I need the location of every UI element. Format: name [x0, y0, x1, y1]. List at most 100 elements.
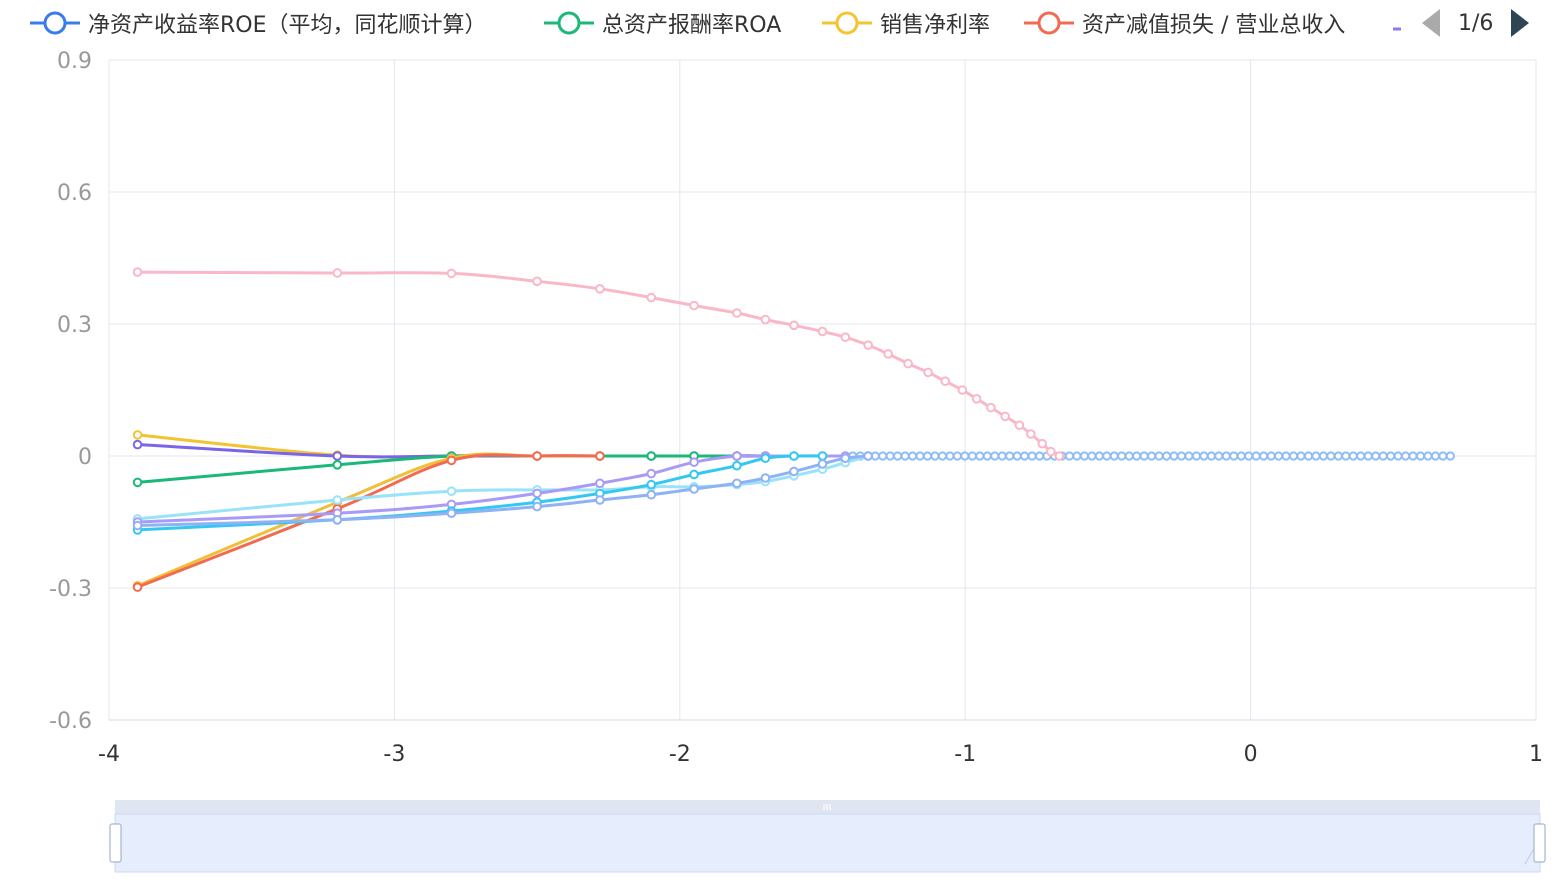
- zero-point[interactable]: [937, 451, 948, 461]
- data-point[interactable]: [732, 460, 742, 471]
- zero-point[interactable]: [1423, 451, 1433, 461]
- zero-point[interactable]: [1199, 451, 1209, 461]
- data-point[interactable]: [332, 460, 343, 470]
- data-point[interactable]: [732, 478, 742, 489]
- data-point[interactable]: [132, 439, 143, 450]
- zero-point[interactable]: [945, 451, 955, 461]
- zero-point[interactable]: [1161, 451, 1172, 461]
- zero-point[interactable]: [1371, 451, 1381, 461]
- zero-point[interactable]: [1341, 451, 1351, 461]
- zero-point[interactable]: [990, 451, 1000, 461]
- data-point[interactable]: [332, 515, 343, 525]
- zero-point[interactable]: [1378, 451, 1388, 461]
- zero-point[interactable]: [1363, 451, 1373, 461]
- zero-point[interactable]: [1146, 451, 1157, 461]
- zero-point[interactable]: [1333, 451, 1343, 461]
- data-point[interactable]: [446, 508, 457, 519]
- data-point[interactable]: [332, 268, 343, 278]
- zero-point[interactable]: [893, 451, 903, 461]
- zero-point[interactable]: [1012, 451, 1022, 461]
- data-point[interactable]: [1000, 411, 1010, 422]
- zero-point[interactable]: [915, 451, 925, 461]
- data-point[interactable]: [689, 300, 699, 311]
- zero-point[interactable]: [1445, 451, 1455, 461]
- data-point[interactable]: [1046, 446, 1056, 457]
- zero-point[interactable]: [1318, 451, 1328, 461]
- zero-point[interactable]: [1206, 451, 1216, 461]
- zero-point[interactable]: [1109, 451, 1119, 461]
- data-point[interactable]: [986, 402, 996, 413]
- zero-point[interactable]: [982, 451, 992, 461]
- zero-point[interactable]: [1064, 451, 1075, 461]
- zero-point[interactable]: [1281, 451, 1291, 461]
- data-point[interactable]: [332, 495, 343, 505]
- legend-item[interactable]: 销售净利率: [822, 6, 990, 40]
- data-point[interactable]: [732, 451, 742, 461]
- data-point[interactable]: [132, 267, 143, 277]
- data-point[interactable]: [332, 451, 343, 461]
- data-point[interactable]: [817, 326, 828, 337]
- data-point[interactable]: [840, 453, 851, 464]
- zero-point[interactable]: [1124, 451, 1134, 461]
- data-point[interactable]: [817, 451, 828, 461]
- zero-point[interactable]: [1273, 451, 1284, 461]
- zero-point[interactable]: [1191, 451, 1202, 461]
- zero-point[interactable]: [878, 451, 888, 461]
- data-point[interactable]: [446, 486, 457, 497]
- data-point[interactable]: [595, 284, 605, 294]
- data-point[interactable]: [532, 501, 542, 512]
- zoom-window[interactable]: [114, 813, 1541, 873]
- zero-point[interactable]: [1229, 451, 1239, 461]
- data-point[interactable]: [646, 292, 657, 303]
- data-point[interactable]: [760, 314, 771, 325]
- legend-item[interactable]: 资产减值损失 / 营业总收入: [1024, 6, 1345, 40]
- zero-point[interactable]: [1415, 451, 1426, 461]
- data-point[interactable]: [1014, 420, 1025, 431]
- zero-point[interactable]: [1408, 451, 1418, 461]
- data-point[interactable]: [883, 349, 893, 359]
- zero-point[interactable]: [1154, 451, 1164, 461]
- zero-point[interactable]: [1244, 451, 1254, 461]
- data-point[interactable]: [689, 484, 699, 494]
- zero-point[interactable]: [1005, 451, 1015, 461]
- zero-point[interactable]: [1087, 451, 1097, 461]
- zero-point[interactable]: [1251, 451, 1261, 461]
- data-point[interactable]: [132, 520, 143, 531]
- zero-point[interactable]: [885, 451, 895, 461]
- data-point[interactable]: [957, 385, 968, 395]
- zero-point[interactable]: [1430, 451, 1441, 461]
- data-point[interactable]: [646, 479, 657, 490]
- data-point[interactable]: [132, 477, 143, 488]
- zero-point[interactable]: [1184, 451, 1194, 461]
- zero-point[interactable]: [960, 451, 970, 461]
- zero-point[interactable]: [922, 451, 933, 461]
- zero-point[interactable]: [1303, 451, 1314, 461]
- zero-point[interactable]: [1176, 451, 1187, 461]
- data-point[interactable]: [760, 473, 771, 483]
- data-point[interactable]: [446, 268, 457, 279]
- data-point[interactable]: [732, 308, 742, 318]
- data-point[interactable]: [923, 367, 933, 378]
- zero-point[interactable]: [997, 451, 1007, 461]
- zero-point[interactable]: [1139, 451, 1149, 461]
- zero-point[interactable]: [1214, 451, 1224, 461]
- zero-point[interactable]: [1288, 451, 1299, 461]
- zero-point[interactable]: [1079, 451, 1089, 461]
- data-point[interactable]: [1037, 438, 1048, 449]
- zero-point[interactable]: [952, 451, 962, 461]
- data-point[interactable]: [532, 276, 542, 287]
- triangle-left-icon[interactable]: [1420, 6, 1444, 40]
- zero-point[interactable]: [1027, 451, 1037, 461]
- data-point[interactable]: [903, 358, 913, 369]
- zero-point[interactable]: [1356, 451, 1366, 461]
- zero-point[interactable]: [930, 451, 940, 461]
- zero-point[interactable]: [1400, 451, 1411, 461]
- data-point[interactable]: [863, 451, 873, 461]
- zero-point[interactable]: [967, 451, 977, 461]
- data-point[interactable]: [646, 468, 657, 479]
- zero-point[interactable]: [1438, 451, 1448, 461]
- data-point[interactable]: [840, 332, 851, 343]
- zero-point[interactable]: [1102, 451, 1112, 461]
- zero-point[interactable]: [1221, 451, 1231, 461]
- data-point[interactable]: [817, 459, 828, 469]
